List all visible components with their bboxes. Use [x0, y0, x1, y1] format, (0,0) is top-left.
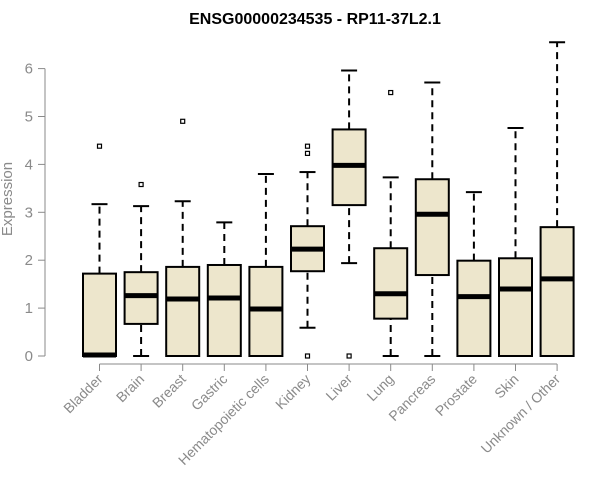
outlier-point	[180, 118, 186, 124]
x-tick-label-lung: Lung	[363, 371, 396, 404]
y-axis: 0 1 2 3 4 5 6	[25, 61, 46, 365]
box-prostate	[456, 191, 492, 357]
y-tick-label: 1	[25, 300, 33, 317]
outlier-point	[304, 150, 311, 156]
box-liver	[331, 69, 367, 359]
y-tick-label: 6	[25, 61, 33, 78]
chart-title: ENSG00000234535 - RP11-37L2.1	[189, 11, 441, 28]
y-tick-label: 3	[25, 204, 33, 221]
y-tick-label: 2	[25, 252, 33, 269]
outlier-point	[138, 181, 144, 188]
boxes-layer	[82, 41, 575, 359]
box-pancreas	[414, 81, 450, 357]
x-tick-label-kidney: Kidney	[272, 371, 314, 413]
box-skin	[498, 126, 533, 357]
box-iqr	[373, 247, 409, 320]
outlier-point	[346, 353, 352, 359]
x-tick-label-bladder: Bladder	[60, 371, 106, 417]
outlier-point	[304, 353, 311, 359]
y-tick-label: 0	[25, 348, 33, 365]
y-axis-label: Expression	[0, 162, 16, 236]
box-iqr	[414, 178, 450, 277]
box-iqr	[82, 272, 117, 357]
outlier-point	[304, 143, 311, 149]
y-tick-label: 4	[25, 156, 33, 173]
box-iqr	[539, 226, 575, 357]
box-bladder	[82, 143, 117, 358]
outlier-point	[96, 143, 103, 149]
x-tick-label-brain: Brain	[113, 371, 147, 405]
box-gastric	[206, 221, 242, 357]
x-tick-label-liver: Liver	[322, 371, 355, 404]
box-kidney	[290, 143, 325, 359]
x-tick-label-unknown-other: Unknown / Other	[478, 371, 564, 457]
y-tick-label: 5	[25, 109, 33, 126]
box-iqr	[456, 259, 492, 357]
box-iqr	[206, 263, 242, 357]
box-brain	[123, 181, 159, 357]
box-breast	[165, 118, 201, 358]
box-lung	[373, 89, 409, 357]
box-hematopoietic-cells	[248, 172, 284, 358]
box-iqr	[165, 265, 201, 358]
x-tick-label-skin: Skin	[491, 371, 522, 402]
box-unknown-other	[539, 41, 575, 357]
box-iqr	[498, 257, 533, 357]
x-tick-label-breast: Breast	[149, 371, 189, 411]
outlier-point	[388, 89, 394, 96]
x-tick-label-prostate: Prostate	[432, 371, 480, 419]
